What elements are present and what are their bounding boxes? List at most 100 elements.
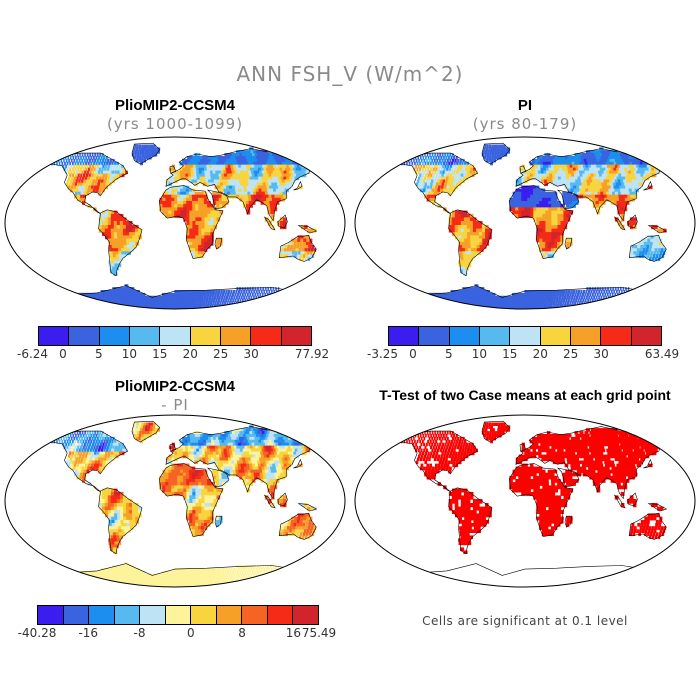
colorbar-difference-labels: -40.28 -16 -8 0 8 16 75.49 bbox=[18, 626, 337, 642]
map-border bbox=[4, 414, 346, 588]
coastline-madagascar bbox=[214, 515, 223, 528]
map-pi bbox=[354, 136, 696, 310]
coastline-north-america bbox=[388, 152, 478, 215]
coastline-uk bbox=[169, 443, 177, 452]
coastline-borneo bbox=[627, 492, 638, 507]
colorbar-swatch bbox=[631, 327, 661, 345]
colorbar-swatch bbox=[129, 327, 161, 345]
coastline-sumatra bbox=[263, 216, 276, 231]
panel-2-subtitle: (yrs 80-179) bbox=[472, 115, 578, 133]
colorbar-swatch bbox=[281, 327, 311, 345]
coastline-europe-asia bbox=[515, 148, 674, 222]
coastline-greenland bbox=[131, 142, 161, 165]
coastline-arabia bbox=[556, 467, 580, 488]
coastlines bbox=[381, 142, 686, 309]
colorbar-swatch bbox=[216, 606, 243, 624]
colorbar-tick-label: 75.49 bbox=[301, 626, 337, 640]
map-ttest bbox=[354, 414, 696, 588]
coastlines bbox=[31, 142, 336, 309]
coastline-europe-asia bbox=[165, 148, 324, 222]
coastline-new-guinea bbox=[297, 503, 318, 512]
colorbar-tick-label: 10 bbox=[471, 347, 487, 361]
colorbar-tick-label: 20 bbox=[182, 347, 198, 361]
coastline-australia bbox=[628, 512, 667, 540]
coastline-africa bbox=[158, 185, 224, 260]
colorbar-swatch bbox=[449, 327, 480, 345]
coastline-japan bbox=[293, 180, 303, 191]
colorbar-swatch bbox=[570, 327, 602, 345]
panel-2-title: PI bbox=[517, 97, 533, 114]
coastline-borneo bbox=[627, 214, 638, 229]
panel-4-title: T-Test of two Case means at each grid po… bbox=[379, 387, 671, 403]
colorbar-pi bbox=[388, 326, 662, 346]
colorbar-tick-label: 15 bbox=[502, 347, 518, 361]
map-cells bbox=[381, 144, 685, 309]
colorbar-tick-label: 15 bbox=[152, 347, 168, 361]
coastline-sumatra bbox=[613, 494, 626, 509]
coastline-south-america bbox=[98, 209, 143, 277]
coastline-south-america bbox=[448, 487, 493, 555]
coastline-arabia bbox=[206, 189, 230, 210]
panel-3-title: PlioMIP2-CCSM4 bbox=[114, 378, 235, 395]
coastline-antarctica bbox=[381, 563, 667, 587]
coastline-north-america bbox=[388, 430, 478, 493]
colorbar-difference bbox=[37, 605, 319, 625]
colorbar-tick-label: 77.92 bbox=[294, 347, 330, 361]
map-cells bbox=[31, 144, 335, 309]
colorbar-swatch bbox=[160, 327, 191, 345]
colorbar-tick-label: -3.25 bbox=[367, 347, 399, 361]
colorbar-tick-label: 8 bbox=[238, 626, 246, 640]
coastline-africa bbox=[158, 463, 224, 538]
coastline-australia bbox=[278, 234, 317, 262]
colorbar-swatch bbox=[39, 327, 70, 345]
coastline-uk bbox=[169, 165, 177, 174]
coastline-japan bbox=[643, 180, 653, 191]
map-border bbox=[354, 414, 696, 588]
colorbar-swatch bbox=[63, 606, 90, 624]
colorbar-tick-label: -6.24 bbox=[17, 347, 49, 361]
colorbar-swatch bbox=[99, 327, 130, 345]
coastline-greenland bbox=[481, 142, 511, 165]
colorbar-swatch bbox=[267, 606, 294, 624]
coastline-australia bbox=[628, 234, 667, 262]
coastline-greenland bbox=[481, 420, 511, 443]
coastline-sumatra bbox=[613, 216, 626, 231]
coastline-arabia bbox=[556, 189, 580, 210]
coastline-borneo bbox=[277, 214, 288, 229]
colorbar-tick-label: 30 bbox=[243, 347, 259, 361]
colorbar-swatch bbox=[220, 327, 252, 345]
map-border bbox=[354, 136, 696, 310]
coastline-new-guinea bbox=[647, 503, 668, 512]
colorbar-swatch bbox=[140, 606, 166, 624]
coastline-australia bbox=[278, 512, 317, 540]
colorbar-tick-label: 10 bbox=[121, 347, 137, 361]
colorbar-pliomip2 bbox=[38, 326, 312, 346]
colorbar-swatch bbox=[510, 327, 541, 345]
coastline-uk bbox=[519, 165, 527, 174]
coastline-south-america bbox=[448, 209, 493, 277]
coastline-europe-asia bbox=[515, 426, 674, 500]
coastline-new-guinea bbox=[647, 225, 668, 234]
colorbar-tick-label: 0 bbox=[59, 347, 67, 361]
coastline-africa bbox=[508, 185, 574, 260]
colorbar-pi-labels: -3.25 0 5 10 15 20 25 30 63.49 bbox=[367, 347, 679, 363]
colorbar-tick-label: 63.49 bbox=[644, 347, 680, 361]
colorbar-swatch bbox=[114, 606, 141, 624]
coastline-japan bbox=[643, 458, 653, 469]
colorbar-tick-label: 0 bbox=[186, 626, 195, 640]
coastline-greenland bbox=[131, 420, 161, 443]
map-border bbox=[4, 136, 346, 310]
colorbar-swatch bbox=[191, 606, 217, 624]
coastline-japan bbox=[293, 458, 303, 469]
colorbar-swatch bbox=[38, 606, 64, 624]
colorbar-swatch bbox=[165, 606, 192, 624]
coastline-sumatra bbox=[263, 494, 276, 509]
map-cells bbox=[31, 422, 335, 587]
significance-note: Cells are significant at 0.1 level bbox=[422, 614, 628, 628]
colorbar-tick-label: 25 bbox=[563, 347, 579, 361]
colorbar-swatch bbox=[190, 327, 221, 345]
coastline-africa bbox=[508, 463, 574, 538]
colorbar-tick-label: 16 bbox=[285, 626, 301, 640]
colorbar-tick-label: -8 bbox=[133, 626, 146, 640]
coastline-madagascar bbox=[564, 515, 573, 528]
